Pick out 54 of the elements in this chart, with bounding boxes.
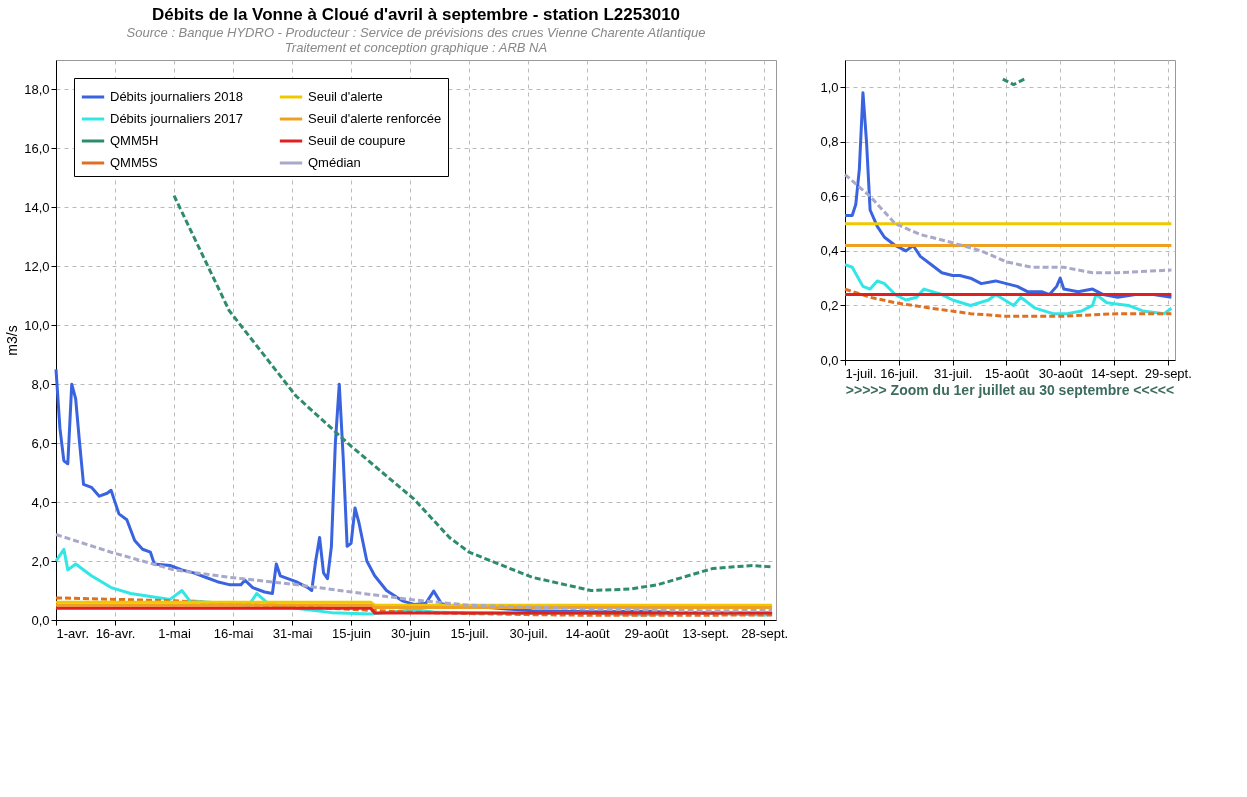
y-tick-label: 0,2 xyxy=(820,297,839,313)
line-series xyxy=(843,287,1173,318)
x-tick-label: 29-août xyxy=(624,625,670,641)
y-axis-title: m3/s xyxy=(4,325,21,356)
x-tick-label: 13-sept. xyxy=(682,625,730,641)
y-tick-label: 0,8 xyxy=(820,134,839,150)
x-tick-label: 15-juil. xyxy=(450,625,489,641)
x-tick-label: 28-sept. xyxy=(741,625,789,641)
text: Traitement et conception graphique : ARB NA xyxy=(284,40,548,55)
y-tick-label: 14,0 xyxy=(24,199,50,215)
text: >>>>> Zoom du 1er juillet au 30 septembre <<<<< xyxy=(845,382,1175,398)
x-tick-label: 1-avr. xyxy=(56,625,90,641)
x-tick-label: 29-sept. xyxy=(1144,365,1192,381)
x-tick-label: 31-juil. xyxy=(933,365,973,381)
x-tick-label: 14-sept. xyxy=(1091,365,1139,381)
y-tick-label: 4,0 xyxy=(31,494,50,510)
x-tick-label: 30-juin xyxy=(391,625,431,641)
y-tick-label: 8,0 xyxy=(31,376,50,392)
y-tick-label: 6,0 xyxy=(31,435,50,451)
x-tick-label: 15-juin xyxy=(332,625,372,641)
legend-label: QMM5H xyxy=(110,133,159,148)
legend-label: Seuil de coupure xyxy=(308,133,406,148)
y-tick-label: 0,0 xyxy=(31,612,50,628)
x-tick-label: 30-août xyxy=(1038,365,1084,381)
y-tick-label: 0,4 xyxy=(820,243,839,259)
legend-label: Seuil d'alerte xyxy=(308,89,383,104)
line-series xyxy=(54,533,774,613)
legend-label: Débits journaliers 2017 xyxy=(110,111,243,126)
legend-label: Seuil d'alerte renforcée xyxy=(308,111,442,126)
y-tick-label: 10,0 xyxy=(24,317,50,333)
legend-label: QMM5S xyxy=(110,155,158,170)
line-series xyxy=(843,173,1173,275)
line-series xyxy=(843,263,1173,316)
x-tick-label: 15-août xyxy=(984,365,1030,381)
x-tick-label: 1-mai xyxy=(158,625,191,641)
x-tick-label: 1-juil. xyxy=(845,365,877,381)
x-tick-label: 14-août xyxy=(565,625,611,641)
x-tick-label: 16-juil. xyxy=(880,365,919,381)
y-tick-label: 2,0 xyxy=(31,553,50,569)
y-tick-label: 0,0 xyxy=(820,352,839,368)
y-tick-label: 16,0 xyxy=(24,140,50,156)
chart-title: Débits de la Vonne à Cloué d'avril à septembre - station L2253010 xyxy=(151,5,681,24)
legend-label: Débits journaliers 2018 xyxy=(110,89,243,104)
x-tick-label: 31-mai xyxy=(272,625,313,641)
line-series xyxy=(172,194,774,593)
chart-subtitle: Source : Banque HYDRO - Producteur : Service de prévisions des crues Vienne Charente Atlantique xyxy=(126,25,706,40)
y-tick-label: 0,6 xyxy=(820,188,839,204)
x-tick-label: 16-mai xyxy=(213,625,254,641)
y-tick-label: 12,0 xyxy=(24,258,50,274)
x-tick-label: 16-avr. xyxy=(95,625,136,641)
y-tick-label: 1,0 xyxy=(820,79,839,95)
x-tick-label: 30-juil. xyxy=(509,625,548,641)
y-tick-label: 18,0 xyxy=(24,81,50,97)
legend-label: Qmédian xyxy=(308,155,361,170)
